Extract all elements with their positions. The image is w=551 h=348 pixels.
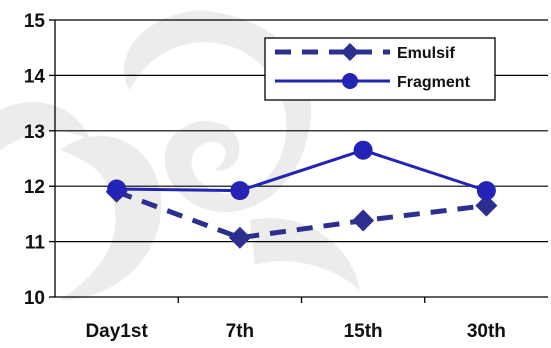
- legend-marker-circle: [342, 73, 358, 89]
- y-tick-label: 13: [24, 122, 45, 143]
- data-point-diamond: [228, 226, 251, 249]
- y-tick-label: 12: [24, 177, 45, 198]
- x-tick-label: 7th: [226, 321, 255, 342]
- legend-marker-diamond: [341, 43, 359, 61]
- y-tick-label: 11: [25, 233, 46, 254]
- legend: Emulsif Fragment: [264, 37, 496, 101]
- x-tick-label: 15th: [344, 321, 383, 342]
- data-point-circle: [476, 181, 496, 201]
- series: [105, 140, 498, 249]
- y-tick-label: 14: [24, 66, 46, 87]
- legend-item-fragment: Fragment: [275, 73, 471, 91]
- data-point-diamond: [475, 194, 498, 217]
- y-tick-label: 15: [24, 11, 46, 32]
- legend-label-fragment: Fragment: [397, 74, 471, 91]
- data-point-circle: [353, 140, 373, 160]
- series-line-fragment: [116, 148, 487, 193]
- y-tick-label: 10: [24, 288, 45, 309]
- data-point-diamond: [352, 209, 375, 232]
- data-point-circle: [107, 179, 127, 199]
- x-tick-label: Day1st: [85, 321, 148, 342]
- x-axis-ticks: Day1st 7th 15th 30th: [85, 297, 506, 342]
- x-tick-label: 30th: [467, 321, 506, 342]
- legend-item-emulsif: Emulsif: [275, 43, 455, 62]
- series-line-emulsif: [115, 189, 487, 241]
- y-axis-ticks: 10 11 12 13 14 15: [24, 11, 55, 309]
- legend-label-emulsif: Emulsif: [397, 45, 455, 62]
- data-point-circle: [230, 181, 250, 201]
- legend-box: [264, 37, 496, 101]
